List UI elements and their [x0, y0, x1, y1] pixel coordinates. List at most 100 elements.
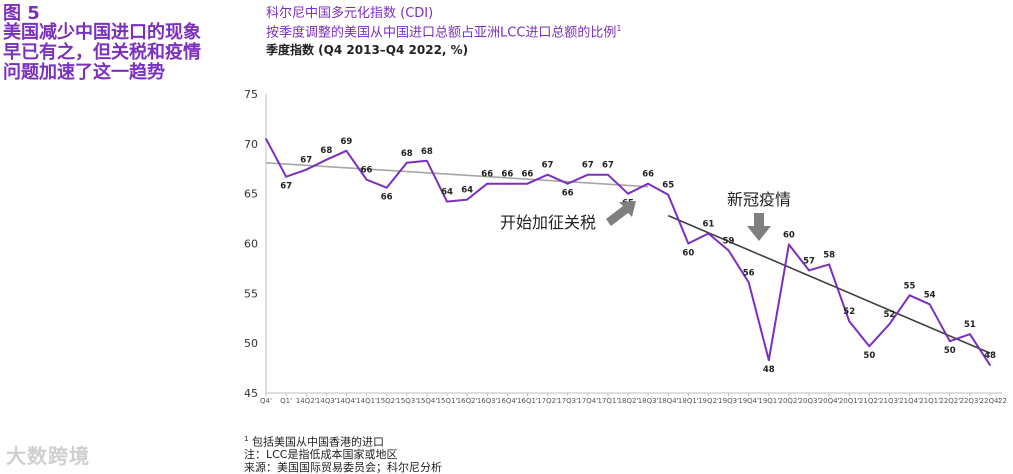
data-point — [868, 345, 871, 348]
data-label: 66 — [501, 170, 513, 180]
data-label: 67 — [280, 182, 292, 192]
x-tick-label: 16Q4' — [497, 397, 518, 405]
figure-number: 图 5 — [3, 3, 40, 24]
trend-line-post — [667, 214, 991, 354]
x-tick-label: 15Q1' — [437, 397, 458, 405]
y-tick-label: 70 — [244, 138, 258, 151]
chart-axes: 45 50 55 60 65 70 75 Q4' Q1' 14Q2' 14Q3' 14Q4' 14Q1'… — [244, 88, 1007, 405]
data-labels: 6767686966666868646466666667666767656665… — [280, 137, 996, 375]
x-tick-label: 20Q4' — [819, 397, 840, 405]
x-tick-label: 16Q2' — [457, 397, 478, 405]
data-label: 66 — [361, 166, 373, 176]
data-point — [305, 168, 308, 171]
x-tick-label: 20Q1' — [839, 397, 860, 405]
data-label: 68 — [401, 149, 413, 159]
y-tick-label: 50 — [244, 337, 258, 350]
data-label: 66 — [522, 170, 534, 180]
data-label: 58 — [823, 250, 835, 260]
x-tick-label: 22Q2' — [939, 397, 960, 405]
data-point — [566, 182, 569, 185]
chart-title: 科尔尼中国多元化指数 (CDI) — [266, 6, 434, 21]
data-point — [506, 182, 509, 185]
x-tick-label: 17Q4' — [577, 397, 598, 405]
x-tick-label: 21Q4' — [899, 397, 920, 405]
x-tick-label: 14Q3' — [316, 397, 337, 405]
data-point — [928, 303, 931, 306]
data-label: 54 — [924, 290, 936, 300]
x-tick-label: 14Q1' — [356, 397, 377, 405]
data-point — [989, 364, 991, 366]
footnote-1-mark: 1 — [244, 435, 249, 443]
data-point — [365, 178, 368, 181]
footnote-2: 注：LCC是指低成本国家或地区 — [244, 448, 398, 462]
source-note: 来源：美国国际贸易委员会；科尔尼分析 — [244, 460, 442, 474]
data-point — [627, 192, 629, 195]
data-label: 52 — [884, 310, 896, 320]
data-label: 60 — [682, 249, 694, 259]
annotation-covid: 新冠疫情 — [727, 190, 791, 209]
x-tick-label: 19Q2' — [698, 397, 719, 405]
data-point — [848, 320, 851, 323]
y-tick-label: 45 — [244, 387, 258, 400]
x-tick-label: 21Q1' — [919, 397, 940, 405]
data-label: 67 — [582, 161, 594, 171]
figure-title: 美国减少中国进口的现象早已有之，但关税和疫情问题加速了这一趋势 — [3, 22, 201, 83]
data-point — [888, 323, 891, 326]
data-point — [948, 340, 951, 343]
data-label: 56 — [743, 268, 755, 278]
chart-annotations: 开始加征关税 新冠疫情 — [500, 190, 791, 241]
data-label: 48 — [984, 351, 996, 361]
data-label: 67 — [542, 161, 554, 171]
data-label: 67 — [300, 156, 312, 166]
y-tick-label: 55 — [244, 287, 258, 300]
x-tick-label: 15Q4' — [416, 397, 437, 405]
data-label: 57 — [803, 256, 815, 266]
x-tick-label: 19Q1' — [758, 397, 779, 405]
x-tick-label: 20Q2' — [778, 397, 799, 405]
watermark: 大数跨境 — [6, 444, 90, 468]
data-point — [345, 149, 348, 152]
data-point — [606, 173, 609, 176]
data-point — [767, 359, 770, 362]
data-point — [325, 158, 328, 161]
y-tick-label: 60 — [244, 238, 258, 251]
data-label: 66 — [481, 170, 493, 180]
x-tick-label: 22 — [998, 397, 1007, 405]
data-label: 59 — [723, 236, 735, 246]
data-point — [546, 173, 549, 176]
tariff-arrow — [606, 201, 636, 226]
data-label: 66 — [562, 189, 574, 199]
trend-lines — [265, 161, 991, 354]
data-point — [687, 242, 690, 245]
x-tick-label: 18Q4' — [658, 397, 679, 405]
data-label: 48 — [763, 365, 775, 375]
data-point — [667, 193, 670, 196]
series-line — [265, 137, 991, 366]
data-point — [285, 175, 288, 178]
data-point — [486, 182, 489, 185]
x-tick-label: 21Q3' — [879, 397, 900, 405]
data-point — [808, 269, 810, 272]
data-label: 69 — [341, 137, 353, 147]
chart-unit: 季度指数 (Q4 2013–Q4 2022, %) — [266, 43, 469, 58]
x-tick-label: 19Q3' — [718, 397, 739, 405]
trend-line-pre — [265, 161, 649, 188]
chart-subtitle-footnote-mark: 1 — [616, 24, 622, 33]
x-tick-label: 14Q4' — [336, 397, 357, 405]
data-label: 50 — [863, 351, 875, 361]
x-tick-label: 18Q2' — [618, 397, 639, 405]
x-tick-label: 15Q2' — [376, 397, 397, 405]
data-label: 52 — [843, 307, 855, 317]
data-label: 55 — [904, 281, 916, 291]
x-tick-label: 16Q1' — [517, 397, 538, 405]
y-tick-label: 65 — [244, 188, 258, 201]
x-tick-label: 17Q2' — [537, 397, 558, 405]
data-label: 50 — [944, 346, 956, 356]
data-label: 61 — [703, 220, 715, 230]
x-tick-label: 21Q2' — [859, 397, 880, 405]
x-tick-label: 20Q3' — [799, 397, 820, 405]
x-tick-label: 15Q3' — [396, 397, 417, 405]
data-label: 66 — [642, 170, 654, 180]
covid-arrow — [747, 213, 771, 241]
